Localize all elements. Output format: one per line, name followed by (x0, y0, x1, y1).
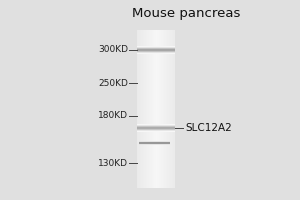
Text: 130KD: 130KD (98, 158, 128, 168)
Text: SLC12A2: SLC12A2 (185, 123, 232, 133)
Text: 300KD: 300KD (98, 46, 128, 54)
Text: 250KD: 250KD (98, 78, 128, 88)
Text: Mouse pancreas: Mouse pancreas (132, 7, 240, 21)
Text: 180KD: 180KD (98, 112, 128, 120)
